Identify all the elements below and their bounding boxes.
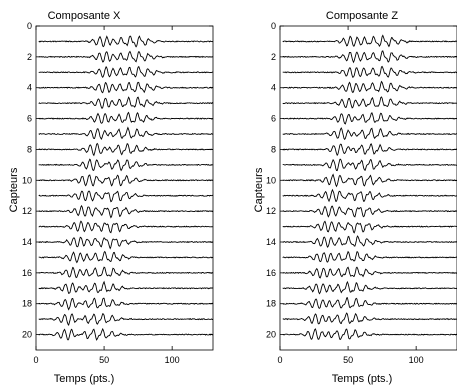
- y-tick-label: 10: [22, 175, 32, 185]
- trace-line: [282, 158, 457, 172]
- trace-line: [282, 328, 457, 340]
- trace-line: [38, 50, 214, 63]
- y-tick-label: 14: [266, 237, 276, 247]
- trace-line: [282, 34, 457, 48]
- y-tick-label: 20: [22, 330, 32, 340]
- y-tick-label: 2: [27, 52, 32, 62]
- trace-line: [38, 297, 214, 311]
- trace-line: [282, 188, 457, 203]
- trace-line: [38, 126, 214, 141]
- trace-line: [282, 220, 457, 234]
- x-tick-label: 50: [99, 355, 109, 365]
- y-tick-label: 6: [271, 114, 276, 124]
- y-tick-label: 8: [271, 144, 276, 154]
- y-tick-label: 16: [22, 268, 32, 278]
- trace-line: [38, 111, 214, 124]
- y-tick-label: 18: [22, 299, 32, 309]
- x-tick-label: 50: [343, 355, 353, 365]
- trace-line: [282, 112, 457, 125]
- panel-marks: 0 50 100 0 2 4 6 8 10 12 14 16 18 20: [22, 21, 214, 365]
- y-tick-label: 0: [27, 21, 32, 31]
- trace-line: [38, 96, 214, 110]
- panel-title: Composante X: [48, 10, 121, 22]
- y-tick-label: 12: [266, 206, 276, 216]
- trace-line: [38, 204, 214, 219]
- plot-frame: [35, 25, 214, 351]
- trace-line: [38, 280, 214, 295]
- trace-line: [38, 65, 214, 78]
- trace-line: [282, 250, 457, 263]
- trace-line: [282, 205, 457, 218]
- trace-line: [38, 220, 214, 234]
- x-axis-label: Temps (pts.): [54, 373, 115, 385]
- trace-line: [282, 50, 457, 64]
- trace-line: [38, 174, 214, 187]
- trace-line: [282, 235, 457, 248]
- trace-line: [282, 312, 457, 325]
- x-tick-label: 0: [277, 355, 282, 365]
- y-tick-label: 10: [266, 175, 276, 185]
- y-tick-label: 16: [266, 268, 276, 278]
- y-tick-label: 0: [271, 21, 276, 31]
- panel-marks: 0 50 100 0 2 4 6 8 10 12 14 16 18 20: [266, 21, 457, 365]
- y-axis-label: Capteurs: [8, 167, 20, 212]
- x-tick-label: 0: [33, 355, 38, 365]
- x-tick-label: 100: [165, 355, 180, 365]
- panel-title: Composante Z: [326, 10, 398, 22]
- y-tick-label: 18: [266, 299, 276, 309]
- trace-line: [282, 143, 457, 157]
- trace-line: [282, 65, 457, 78]
- y-axis-label: Capteurs: [253, 167, 265, 212]
- panel-composante-z: Composante Z Temps (pts.) Capteurs 0 50 10…: [253, 10, 457, 385]
- trace-line: [282, 280, 457, 295]
- trace-line: [38, 142, 214, 157]
- y-tick-label: 4: [271, 83, 276, 93]
- x-tick-label: 100: [409, 355, 424, 365]
- y-tick-label: 4: [27, 83, 32, 93]
- trace-line: [38, 236, 214, 250]
- trace-line: [38, 327, 214, 341]
- trace-line: [38, 158, 214, 172]
- trace-line: [38, 250, 214, 264]
- y-tick-label: 6: [27, 114, 32, 124]
- trace-line: [38, 81, 214, 94]
- trace-line: [282, 266, 457, 279]
- trace-line: [282, 96, 457, 109]
- x-axis-label: Temps (pts.): [332, 373, 393, 385]
- y-tick-label: 14: [22, 237, 32, 247]
- trace-line: [38, 266, 214, 279]
- trace-line: [38, 35, 214, 48]
- trace-line: [282, 297, 457, 309]
- y-tick-label: 12: [22, 206, 32, 216]
- panel-composante-x: Composante X Temps (pts.) Capteurs 0 50 10…: [8, 10, 214, 385]
- plot-frame: [279, 25, 457, 351]
- y-tick-label: 8: [27, 144, 32, 154]
- trace-line: [282, 173, 457, 188]
- trace-line: [282, 127, 457, 141]
- trace-line: [38, 313, 214, 327]
- trace-line: [38, 190, 214, 203]
- trace-line: [282, 80, 457, 94]
- y-tick-label: 2: [271, 52, 276, 62]
- y-tick-label: 20: [266, 330, 276, 340]
